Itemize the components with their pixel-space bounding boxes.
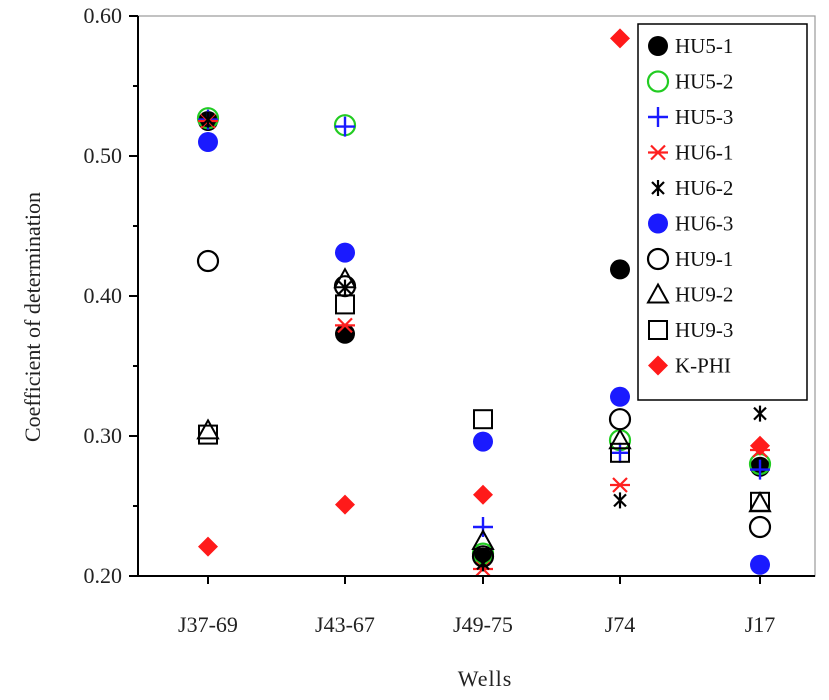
data-point [198,424,218,445]
legend-label: HU6-3 [675,212,733,236]
legend-marker [648,355,668,376]
data-point [753,405,767,422]
series-k-phi [198,28,770,557]
data-point [608,428,632,450]
legend-label: HU6-1 [675,141,733,165]
series-hu6-2 [201,111,767,572]
data-point [335,116,355,137]
data-point [198,132,218,152]
y-axis-title: Coefficient of determination [20,192,45,442]
data-point [471,528,495,550]
legend-label: HU9-3 [675,318,733,342]
x-tick-label: J49-75 [453,612,513,637]
data-point [335,294,355,315]
data-point [610,442,630,463]
y-tick-label: 0.60 [84,3,123,28]
legend-marker [648,213,668,234]
data-point [473,484,493,505]
data-point [750,459,770,480]
data-point [750,491,770,512]
legend-marker [648,36,668,56]
x-tick-label: J74 [605,612,636,637]
x-tick-label: J43-67 [315,612,375,637]
data-point [335,494,355,515]
data-point [201,111,215,128]
data-point [610,442,630,463]
legend-marker [646,282,670,304]
y-tick-label: 0.40 [84,283,123,308]
y-tick-label: 0.50 [84,143,123,168]
data-point [198,536,218,557]
legend-label: HU9-2 [675,283,733,307]
data-point [610,259,630,280]
legend-marker [648,144,668,161]
data-point [476,555,490,572]
data-point [335,317,355,334]
data-point [196,418,220,440]
legend-marker [651,180,665,196]
legend-label: K-PHI [675,354,731,378]
legend-label: HU5-3 [675,105,733,129]
data-point [750,554,770,575]
data-point [473,431,493,452]
x-tick-label: J37-69 [178,612,238,637]
data-point [473,409,493,430]
legend-label: HU5-1 [675,34,733,58]
data-point [750,435,770,456]
x-tick-label: J17 [745,612,776,637]
data-point [608,408,632,431]
legend-marker [646,70,670,93]
data-point [335,242,355,263]
series-hu6-3 [198,132,770,575]
data-point [610,477,630,493]
data-point [610,28,630,49]
data-point [748,515,772,539]
data-point [335,323,355,344]
y-tick-label: 0.30 [84,423,123,448]
legend-marker [648,107,668,127]
x-axis-title: Wells [458,666,513,691]
series-hu9-3 [198,294,770,512]
data-point [333,267,357,289]
data-point [610,386,630,407]
legend-label: HU5-2 [675,70,733,94]
data-point [196,249,220,273]
data-point [473,517,493,537]
data-point [471,545,495,568]
legend-marker [648,320,668,340]
legend-label: HU6-2 [675,176,733,200]
data-point [613,492,627,509]
legend-marker [646,247,670,271]
legend-label: HU9-1 [675,247,733,271]
y-tick-label: 0.20 [84,563,123,588]
data-point [748,491,772,513]
